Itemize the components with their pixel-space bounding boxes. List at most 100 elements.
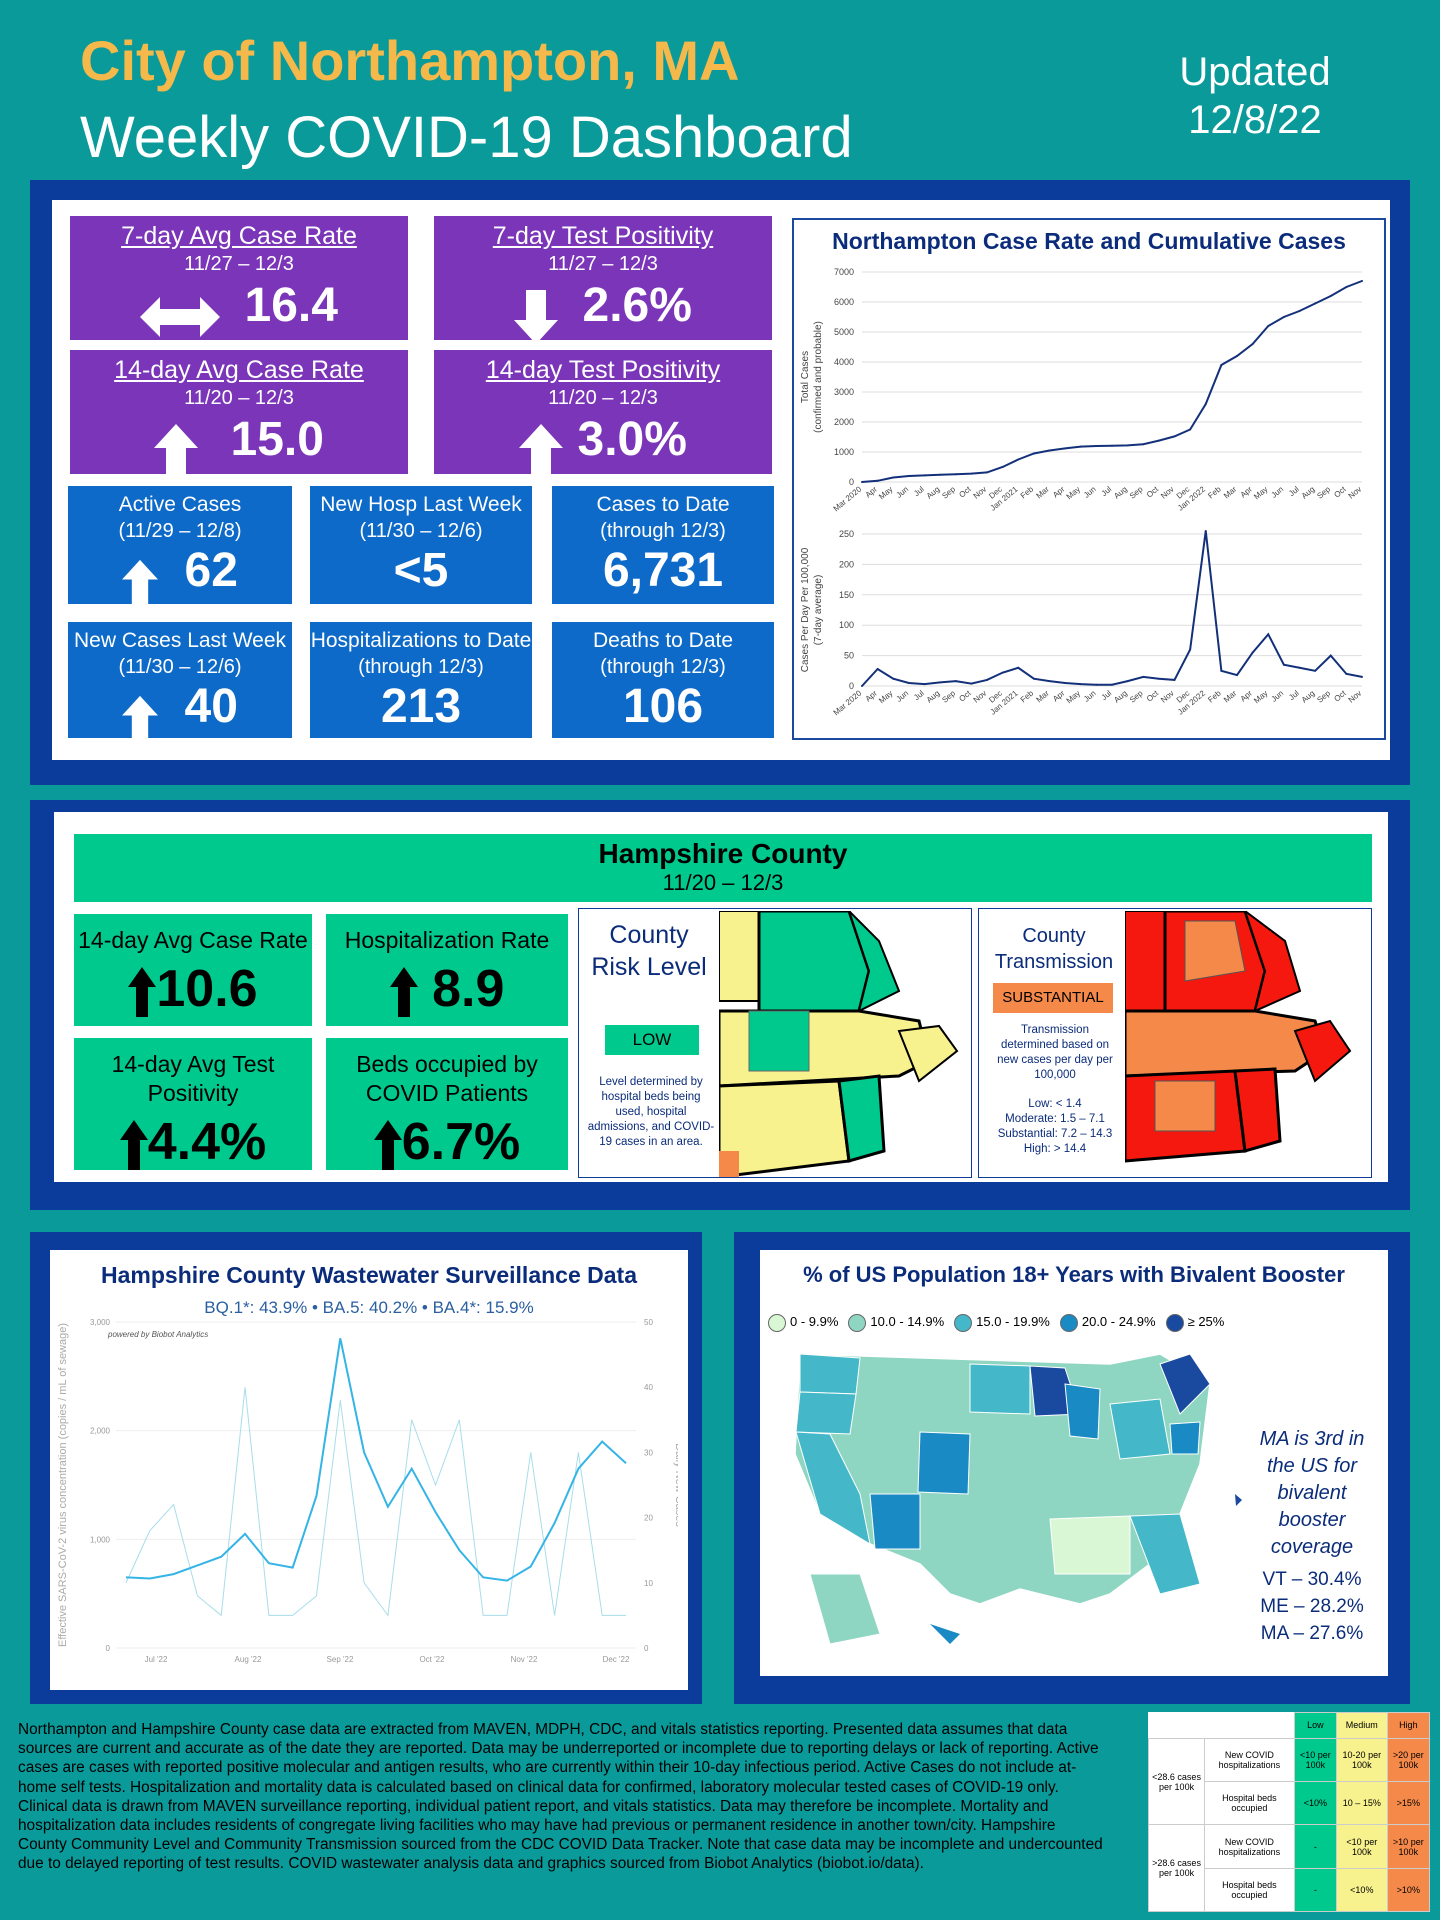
beds-occupied-tile: Beds occupied by COVID Patients 6.7% xyxy=(326,1038,568,1171)
x-tick-label: Aug xyxy=(925,689,942,705)
county-risk-map xyxy=(719,911,969,1177)
deaths-tile: Deaths to Date (through 12/3) 106 xyxy=(552,622,774,738)
row-label: Hospital beds occupied xyxy=(1204,1867,1295,1913)
up-arrow-icon xyxy=(519,423,564,478)
data-point xyxy=(1314,302,1317,305)
data-point xyxy=(939,681,942,684)
data-point xyxy=(1142,443,1145,446)
data-point xyxy=(1267,325,1270,327)
data-point xyxy=(1079,445,1082,448)
risk-title: County Risk Level xyxy=(591,921,707,981)
y-tick-label: 200 xyxy=(839,559,854,569)
x-tick-label: Mar 2020 xyxy=(832,484,864,513)
trans-substantial: Substantial: 7.2 – 14.3 xyxy=(997,1128,1113,1140)
x-tick-label: Jun xyxy=(1269,485,1285,500)
x-tick-label: Aug xyxy=(1300,485,1317,501)
data-point xyxy=(892,677,895,680)
updated-date: 12/8/22 xyxy=(1188,98,1322,142)
x-tick-label: Apr xyxy=(1051,484,1067,499)
data-point xyxy=(1329,654,1332,657)
us-booster-map xyxy=(794,1353,1242,1645)
x-tick-label: Feb xyxy=(1206,484,1223,500)
up-arrow-icon xyxy=(154,423,199,478)
case-rate-14day-tile: 14-day Avg Case Rate 11/20 – 12/3 15.0 xyxy=(70,350,408,478)
x-tick-label: May xyxy=(1065,485,1082,502)
data-point xyxy=(1251,343,1254,345)
y-axis-label: Effective SARS-CoV-2 virus concentration… xyxy=(58,1323,69,1647)
x-tick-label: Sep xyxy=(940,688,957,704)
x-tick-label: Jun xyxy=(894,689,910,704)
data-point xyxy=(892,476,895,479)
cases-series-line xyxy=(125,1387,626,1617)
tile-dates: 11/27 – 12/3 xyxy=(184,253,294,275)
trans-level-badge: SUBSTANTIAL xyxy=(993,983,1113,1013)
x-tick-label: Oct xyxy=(1332,688,1348,703)
y-tick-label: 5000 xyxy=(834,327,854,337)
x-tick-label: Mar xyxy=(1222,484,1239,500)
y-tick-label: 2000 xyxy=(834,417,854,427)
x-tick-label: Oct '22 xyxy=(419,1655,445,1664)
data-point xyxy=(1220,364,1223,366)
up-arrow-icon xyxy=(373,1120,402,1171)
tile-label: New Hosp Last Week xyxy=(320,493,522,516)
x-tick-label: May xyxy=(877,689,894,706)
data-point xyxy=(1298,666,1301,669)
x-tick-label: Feb xyxy=(1019,484,1036,500)
tile-value: 2.6% xyxy=(582,279,692,332)
tile-label: Hospitalizations to Date xyxy=(310,629,532,652)
legend-item: 20.0 - 24.9% xyxy=(1059,1314,1156,1332)
hdr-high: High xyxy=(1386,1712,1431,1739)
x-tick-label: Apr xyxy=(864,688,880,703)
tile-value: <5 xyxy=(393,544,449,597)
x-tick-label: Nov xyxy=(1159,485,1176,501)
active-cases-tile: Active Cases (11/29 – 12/8) 62 xyxy=(68,486,292,604)
data-point xyxy=(1236,674,1238,677)
tile-value: 15.0 xyxy=(230,413,324,466)
legend-item: 15.0 - 19.9% xyxy=(954,1314,1050,1332)
series-line xyxy=(861,530,1363,687)
data-point xyxy=(907,681,910,684)
x-tick-label: Apr xyxy=(1239,688,1255,703)
tile-label: Cases to Date xyxy=(596,493,730,516)
data-point xyxy=(970,682,973,685)
row-label: New COVID hospitalizations xyxy=(1204,1737,1295,1783)
data-point xyxy=(954,473,957,476)
cell: - xyxy=(1293,1824,1337,1869)
trans-high: High: > 14.4 xyxy=(1023,1143,1087,1155)
x-tick-label: Jul xyxy=(1100,484,1114,498)
x-tick-label: Jul xyxy=(912,484,926,498)
y-tick-label: 3000 xyxy=(834,387,854,397)
cell: >15% xyxy=(1386,1781,1431,1826)
levels-table-box: Low Medium High <28.6 cases per 100k New… xyxy=(1147,1712,1431,1913)
x-tick-label: Nov xyxy=(972,689,989,705)
data-point xyxy=(876,667,879,670)
booster-stats: VT – 30.4% ME – 28.2% MA – 27.6% xyxy=(1244,1566,1380,1647)
tile-label: Beds occupied by COVID Patients xyxy=(356,1051,538,1106)
wastewater-panel-inner xyxy=(50,1250,688,1690)
x-tick-label: Sep xyxy=(1128,484,1145,500)
row-label: Hospital beds occupied xyxy=(1204,1781,1295,1826)
county-title: Hampshire County xyxy=(598,838,848,869)
y-tick-label: 0 xyxy=(849,477,854,487)
y-tick-label: 7000 xyxy=(834,267,854,277)
trans-note: Transmission determined based on new cas… xyxy=(997,1024,1113,1081)
legend-label: ≥ 25% xyxy=(1187,1314,1225,1330)
y2-tick-label: 30 xyxy=(644,1448,653,1457)
data-point xyxy=(861,481,863,483)
case-chart-box: Northampton Case Rate and Cumulative Cas… xyxy=(792,218,1386,740)
trans-title: County Transmission xyxy=(994,925,1114,973)
x-tick-label: Feb xyxy=(1019,688,1036,704)
county-dates: 11/20 – 12/3 xyxy=(662,870,784,895)
x-tick-label: Mar xyxy=(1222,688,1239,704)
x-tick-label: Jul xyxy=(912,688,926,702)
tile-value: 8.9 xyxy=(432,960,505,1018)
tile-value: 10.6 xyxy=(156,960,258,1018)
x-tick-label: Mar xyxy=(1034,484,1051,500)
x-tick-label: Oct xyxy=(957,688,973,703)
data-point xyxy=(1001,466,1004,468)
tile-dates: (through 12/3) xyxy=(358,656,484,678)
data-point xyxy=(1267,633,1270,636)
trans-thresholds: Low: < 1.4 Moderate: 1.5 – 7.1 Substanti… xyxy=(991,1097,1119,1157)
y-tick-label: 1000 xyxy=(834,447,854,457)
x-tick-label: Oct xyxy=(1145,688,1161,703)
